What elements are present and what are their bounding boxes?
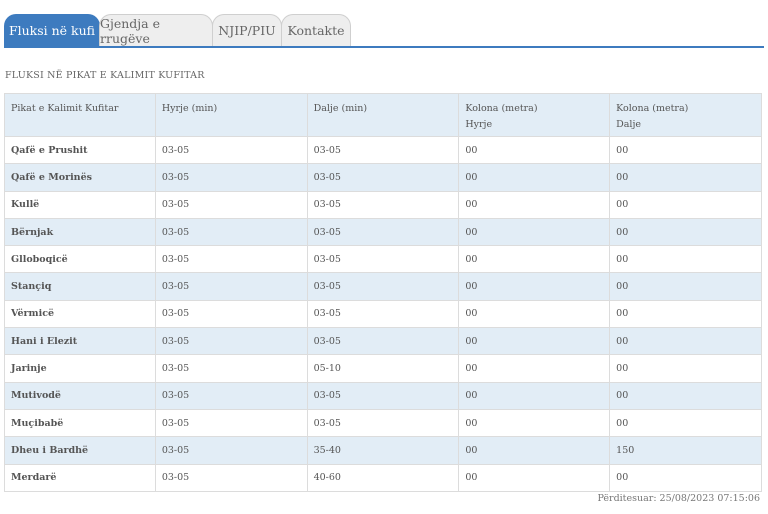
cell-queue-entry: 00 bbox=[458, 436, 611, 465]
cell-border-point: Glloboqicë bbox=[4, 245, 156, 274]
table-row: Vërmicë 03-05 03-05 00 00 bbox=[4, 299, 762, 329]
table-row: Dheu i Bardhë 03-05 35-40 00 150 bbox=[4, 436, 762, 465]
cell-border-point: Qafë e Morinës bbox=[4, 163, 156, 192]
cell-queue-entry: 00 bbox=[458, 381, 611, 410]
cell-exit-min: 03-05 bbox=[306, 245, 460, 274]
cell-queue-exit: 00 bbox=[609, 327, 762, 356]
cell-queue-exit: 00 bbox=[609, 135, 762, 165]
cell-queue-exit: 00 bbox=[609, 381, 762, 410]
cell-queue-entry: 00 bbox=[458, 463, 611, 492]
header-queue-entry: Kolona (metra) Hyrje bbox=[458, 93, 611, 137]
last-updated: Përditesuar: 25/08/2023 07:15:06 bbox=[597, 493, 760, 504]
header-exit-min: Dalje (min) bbox=[306, 93, 460, 137]
cell-entry-min: 03-05 bbox=[154, 163, 308, 192]
cell-queue-exit: 00 bbox=[609, 245, 762, 274]
cell-entry-min: 03-05 bbox=[154, 272, 308, 301]
header-queue-entry-line1: Kolona (metra) bbox=[465, 103, 538, 114]
cell-entry-min: 03-05 bbox=[154, 354, 308, 383]
cell-queue-exit: 00 bbox=[609, 272, 762, 301]
tab-gjendja-e-rrugeve[interactable]: Gjendja e rrugëve bbox=[99, 14, 213, 46]
cell-entry-min: 03-05 bbox=[154, 436, 308, 465]
tab-fluksi-ne-kufi[interactable]: Fluksi në kufi bbox=[4, 14, 100, 46]
cell-queue-entry: 00 bbox=[458, 245, 611, 274]
table-row: Bërnjak 03-05 03-05 00 00 bbox=[4, 217, 762, 247]
cell-queue-exit: 00 bbox=[609, 299, 762, 329]
cell-exit-min: 35-40 bbox=[306, 436, 460, 465]
cell-exit-min: 03-05 bbox=[306, 190, 460, 219]
cell-entry-min: 03-05 bbox=[154, 299, 308, 329]
cell-queue-entry: 00 bbox=[458, 190, 611, 219]
cell-queue-exit: 00 bbox=[609, 463, 762, 492]
cell-border-point: Kullë bbox=[4, 190, 156, 219]
cell-border-point: Mutivodë bbox=[4, 381, 156, 410]
tab-kontakte[interactable]: Kontakte bbox=[281, 14, 351, 46]
cell-queue-entry: 00 bbox=[458, 163, 611, 192]
cell-queue-entry: 00 bbox=[458, 299, 611, 329]
cell-exit-min: 03-05 bbox=[306, 408, 460, 438]
cell-exit-min: 03-05 bbox=[306, 217, 460, 247]
cell-queue-exit: 00 bbox=[609, 354, 762, 383]
header-queue-entry-line2: Hyrje bbox=[465, 119, 493, 130]
cell-queue-exit: 00 bbox=[609, 217, 762, 247]
cell-border-point: Dheu i Bardhë bbox=[4, 436, 156, 465]
cell-border-point: Muçibabë bbox=[4, 408, 156, 438]
cell-queue-entry: 00 bbox=[458, 217, 611, 247]
table-row: Qafë e Morinës 03-05 03-05 00 00 bbox=[4, 163, 762, 192]
cell-exit-min: 03-05 bbox=[306, 381, 460, 410]
header-queue-exit-line2: Dalje bbox=[616, 119, 642, 130]
cell-queue-entry: 00 bbox=[458, 327, 611, 356]
cell-queue-exit: 00 bbox=[609, 163, 762, 192]
cell-border-point: Hani i Elezit bbox=[4, 327, 156, 356]
cell-border-point: Stançiq bbox=[4, 272, 156, 301]
table-row: Hani i Elezit 03-05 03-05 00 00 bbox=[4, 327, 762, 356]
cell-entry-min: 03-05 bbox=[154, 135, 308, 165]
cell-exit-min: 40-60 bbox=[306, 463, 460, 492]
cell-entry-min: 03-05 bbox=[154, 245, 308, 274]
cell-border-point: Jarinje bbox=[4, 354, 156, 383]
cell-queue-exit: 150 bbox=[609, 436, 762, 465]
cell-queue-entry: 00 bbox=[458, 354, 611, 383]
table-header-row: Pikat e Kalimit Kufitar Hyrje (min) Dalj… bbox=[4, 93, 762, 137]
table-row: Stançiq 03-05 03-05 00 00 bbox=[4, 272, 762, 301]
table-row: Kullë 03-05 03-05 00 00 bbox=[4, 190, 762, 219]
tab-bar: Fluksi në kufi Gjendja e rrugëve NJIP/PI… bbox=[4, 14, 764, 48]
cell-border-point: Merdarë bbox=[4, 463, 156, 492]
table-row: Jarinje 03-05 05-10 00 00 bbox=[4, 354, 762, 383]
cell-border-point: Qafë e Prushit bbox=[4, 135, 156, 165]
cell-border-point: Vërmicë bbox=[4, 299, 156, 329]
cell-entry-min: 03-05 bbox=[154, 408, 308, 438]
border-flux-table: Pikat e Kalimit Kufitar Hyrje (min) Dalj… bbox=[4, 93, 762, 492]
table-row: Glloboqicë 03-05 03-05 00 00 bbox=[4, 245, 762, 274]
cell-exit-min: 03-05 bbox=[306, 299, 460, 329]
table-row: Muçibabë 03-05 03-05 00 00 bbox=[4, 408, 762, 438]
cell-queue-entry: 00 bbox=[458, 135, 611, 165]
cell-exit-min: 03-05 bbox=[306, 327, 460, 356]
cell-queue-exit: 00 bbox=[609, 190, 762, 219]
cell-queue-exit: 00 bbox=[609, 408, 762, 438]
cell-exit-min: 03-05 bbox=[306, 135, 460, 165]
table-row: Mutivodë 03-05 03-05 00 00 bbox=[4, 381, 762, 410]
cell-border-point: Bërnjak bbox=[4, 217, 156, 247]
cell-exit-min: 03-05 bbox=[306, 163, 460, 192]
table-row: Merdarë 03-05 40-60 00 00 bbox=[4, 463, 762, 492]
header-entry-min: Hyrje (min) bbox=[154, 93, 308, 137]
cell-queue-entry: 00 bbox=[458, 408, 611, 438]
header-border-point: Pikat e Kalimit Kufitar bbox=[4, 93, 156, 137]
header-queue-exit: Kolona (metra) Dalje bbox=[609, 93, 762, 137]
cell-entry-min: 03-05 bbox=[154, 381, 308, 410]
cell-exit-min: 05-10 bbox=[306, 354, 460, 383]
header-queue-exit-line1: Kolona (metra) bbox=[616, 103, 689, 114]
cell-entry-min: 03-05 bbox=[154, 217, 308, 247]
section-title: FLUKSI NË PIKAT E KALIMIT KUFITAR bbox=[5, 70, 205, 81]
cell-queue-entry: 00 bbox=[458, 272, 611, 301]
tab-njip-piu[interactable]: NJIP/PIU bbox=[212, 14, 282, 46]
cell-entry-min: 03-05 bbox=[154, 190, 308, 219]
cell-entry-min: 03-05 bbox=[154, 463, 308, 492]
cell-exit-min: 03-05 bbox=[306, 272, 460, 301]
cell-entry-min: 03-05 bbox=[154, 327, 308, 356]
table-row: Qafë e Prushit 03-05 03-05 00 00 bbox=[4, 135, 762, 165]
